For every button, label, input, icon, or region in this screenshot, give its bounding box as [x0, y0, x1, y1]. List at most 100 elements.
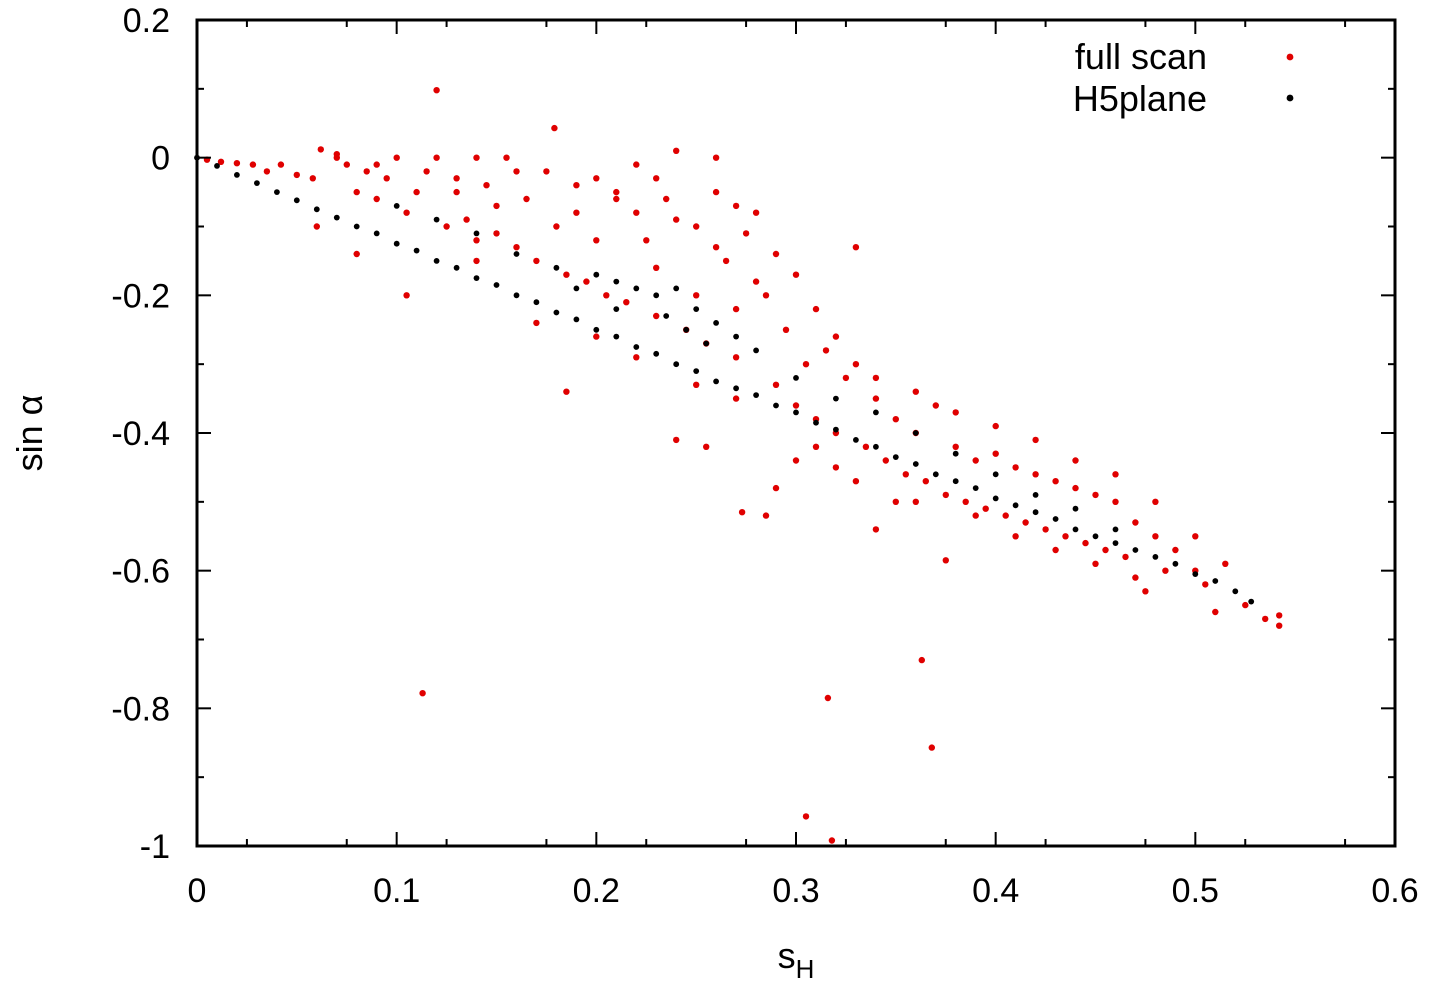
data-point: [1162, 567, 1169, 574]
data-point: [762, 512, 770, 519]
data-point: [313, 223, 320, 230]
data-point: [812, 305, 820, 313]
data-point: [1142, 588, 1149, 595]
data-point: [1032, 436, 1039, 444]
data-point: [1132, 519, 1139, 526]
data-point: [493, 230, 500, 237]
data-point: [873, 443, 879, 450]
data-point: [633, 354, 640, 361]
y-tick-label: -0.2: [111, 277, 170, 315]
data-point: [393, 203, 400, 209]
data-point: [309, 175, 316, 182]
data-point: [643, 237, 650, 244]
data-point: [1276, 622, 1283, 629]
data-point: [952, 443, 959, 450]
data-point: [1082, 539, 1089, 547]
data-point: [633, 209, 640, 216]
data-point: [738, 509, 746, 516]
data-point: [972, 457, 979, 464]
data-point: [972, 485, 979, 491]
data-point: [353, 188, 360, 196]
data-point: [793, 409, 799, 416]
data-point: [403, 292, 410, 299]
data-point: [1072, 457, 1079, 464]
data-point: [473, 237, 480, 244]
data-point: [882, 457, 889, 464]
data-point: [1172, 546, 1179, 554]
data-point: [1212, 578, 1219, 584]
data-point: [413, 247, 420, 254]
data-point: [918, 656, 925, 664]
data-point: [1092, 560, 1099, 567]
data-point: [693, 306, 700, 312]
data-point: [317, 146, 324, 153]
data-point: [663, 195, 670, 203]
data-point: [293, 171, 300, 179]
data-point: [792, 402, 800, 409]
data-point: [942, 491, 949, 499]
data-point: [1072, 526, 1079, 533]
data-point: [1192, 571, 1199, 577]
plot-marks: [194, 87, 1283, 844]
data-point: [623, 299, 630, 306]
data-point: [1122, 553, 1129, 561]
data-point: [693, 292, 700, 299]
legend-label-full-scan: full scan: [1075, 36, 1207, 77]
data-point: [928, 744, 935, 751]
data-point: [653, 264, 660, 271]
data-point: [353, 250, 360, 258]
data-point: [932, 471, 939, 478]
data-point: [952, 478, 959, 485]
data-point: [633, 285, 640, 292]
data-point: [1072, 484, 1079, 492]
data-point: [1152, 498, 1159, 505]
data-point: [1032, 509, 1039, 516]
data-point: [363, 168, 370, 175]
data-point: [793, 375, 799, 381]
data-point: [732, 305, 740, 313]
data-point: [732, 202, 740, 210]
data-point: [551, 124, 558, 132]
data-point: [1248, 598, 1255, 605]
y-tick-label: 0: [151, 140, 170, 178]
data-point: [573, 316, 580, 323]
data-point: [653, 175, 660, 182]
x-tick-label: 0.4: [972, 872, 1019, 910]
data-point: [613, 333, 620, 340]
data-point: [892, 498, 899, 505]
data-point: [663, 313, 670, 319]
data-point: [832, 333, 840, 340]
data-point: [1012, 502, 1019, 509]
data-point: [752, 278, 760, 285]
plot-frame: [195, 18, 1397, 848]
data-point: [453, 188, 460, 196]
series-full-scan: [203, 87, 1283, 844]
data-point: [573, 209, 580, 216]
data-point: [922, 478, 929, 485]
data-point: [463, 216, 470, 223]
data-point: [822, 347, 830, 354]
data-point: [942, 557, 949, 564]
data-point: [992, 422, 999, 430]
data-point: [1192, 533, 1199, 540]
data-point: [593, 333, 600, 340]
data-point: [673, 436, 680, 444]
data-point: [613, 306, 620, 312]
data-point: [1002, 512, 1009, 519]
data-point: [583, 278, 590, 285]
x-axis-label-subscript: H: [796, 954, 815, 983]
data-point: [543, 168, 550, 175]
data-point: [563, 271, 570, 278]
data-point: [902, 471, 909, 478]
data-point: [824, 694, 832, 702]
data-point: [892, 416, 899, 423]
y-tick-label: -0.8: [111, 690, 170, 728]
data-point: [1022, 519, 1029, 526]
data-point: [214, 163, 220, 169]
data-point: [733, 333, 739, 340]
data-point: [433, 154, 440, 161]
data-point: [373, 230, 380, 237]
data-point: [1112, 540, 1119, 546]
legend: full scan H5plane: [1073, 36, 1294, 119]
data-point: [453, 264, 460, 271]
